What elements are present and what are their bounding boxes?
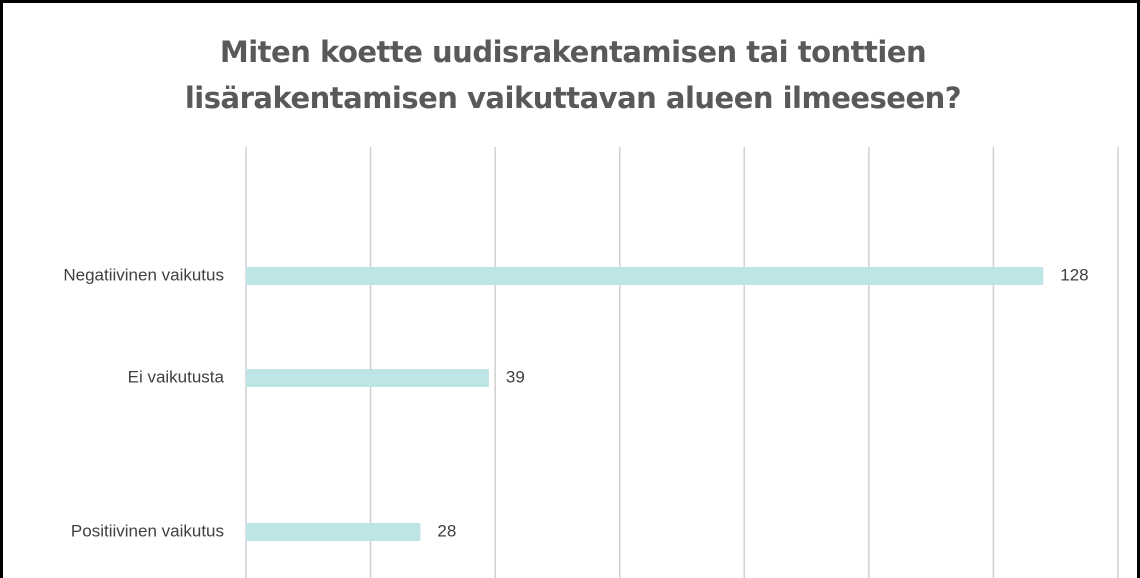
y-tick-label: Negatiivinen vaikutus [63, 265, 224, 284]
y-tick-label: Positiivinen vaikutus [71, 521, 224, 540]
data-label: 39 [506, 367, 525, 386]
bar [246, 267, 1044, 285]
chart-title: Miten koette uudisrakentamisen tai tontt… [184, 35, 962, 115]
data-label: 28 [437, 521, 456, 540]
bar [246, 523, 421, 541]
bar [246, 369, 489, 387]
y-tick-label: Ei vaikutusta [128, 367, 225, 386]
data-label: 128 [1060, 265, 1088, 284]
